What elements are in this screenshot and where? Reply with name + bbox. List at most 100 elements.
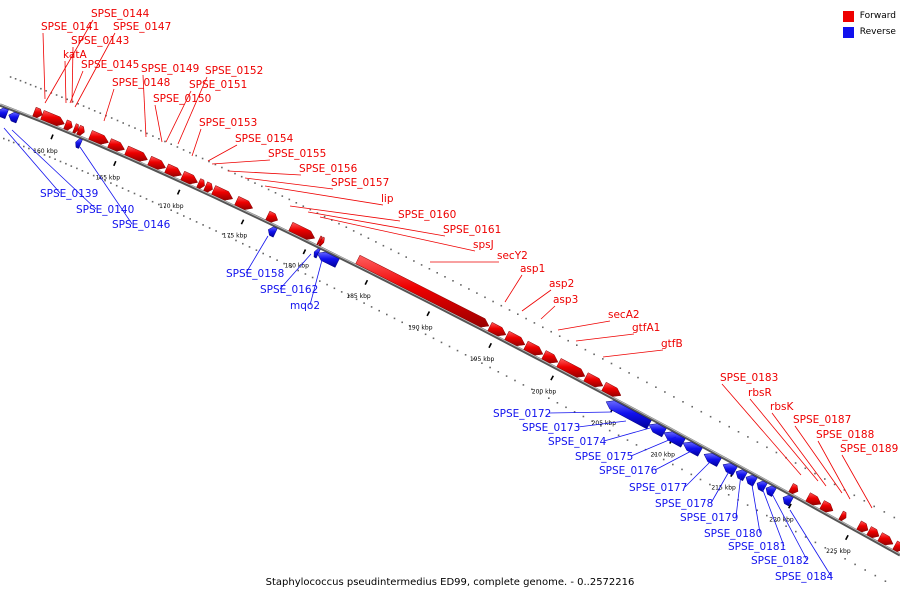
gene-arrow-f32[interactable] [866,526,880,539]
gene-arrow-f12[interactable] [203,181,213,193]
gene-arrow-r7[interactable] [648,423,667,438]
gene-label-forward[interactable]: SPSE_0187 [793,414,851,426]
gene-label-reverse[interactable]: SPSE_0177 [629,482,687,494]
gene-label-forward[interactable]: SPSE_0144 [91,8,150,20]
gene-arrow-f16[interactable] [288,221,316,240]
gene-label-forward[interactable]: SPSE_0153 [199,117,257,129]
gene-arrow-f18[interactable] [318,236,325,247]
gene-label-forward[interactable]: SPSE_0149 [141,63,199,75]
gene-arrow-f15[interactable] [265,210,279,223]
gene-arrow-r3[interactable] [268,226,278,238]
gene-label-forward[interactable]: SPSE_0143 [71,35,129,47]
gene-arrow-r1[interactable] [8,111,20,124]
gene-label-forward[interactable]: secA2 [608,309,640,321]
gene-arrow-r8[interactable] [663,431,686,448]
gene-label-forward[interactable]: SPSE_0147 [113,21,171,33]
gene-label-forward[interactable]: SPSE_0154 [235,133,294,145]
gene-arrow-r2[interactable] [75,138,83,149]
gene-label-forward[interactable]: rbsR [748,387,772,399]
gene-label-forward[interactable]: gtfA1 [632,322,660,334]
gene-label-forward[interactable]: SPSE_0183 [720,372,778,384]
gene-label-forward[interactable]: asp2 [549,278,574,290]
gene-arrow-f21[interactable] [504,330,526,347]
gene-label-forward[interactable]: secY2 [497,250,528,262]
gene-arrow-r9[interactable] [682,441,703,457]
gene-label-reverse[interactable]: SPSE_0173 [522,422,580,434]
gene-arrow-r10[interactable] [703,453,722,467]
gene-label-forward[interactable]: SPSE_0145 [81,59,139,71]
gene-label-reverse[interactable]: SPSE_0172 [493,408,551,420]
gene-arrow-f8[interactable] [147,155,166,170]
gene-label-reverse[interactable]: SPSE_0176 [599,465,658,477]
gene-label-forward[interactable]: SPSE_0156 [299,163,358,175]
gene-label-forward[interactable]: SPSE_0157 [331,177,389,189]
gene-label-forward[interactable]: SPSE_0148 [112,77,170,89]
gene-label-reverse[interactable]: SPSE_0140 [76,204,134,216]
gene-label-forward[interactable]: SPSE_0141 [41,21,99,33]
gene-arrow-f34[interactable] [892,540,900,552]
gene-arrow-f23[interactable] [541,350,559,364]
gene-arrow-f33[interactable] [877,532,894,546]
gene-arrow-f26[interactable] [601,381,622,397]
gene-label-forward[interactable]: SPSE_0155 [268,148,326,160]
gene-arrow-f13[interactable] [211,185,234,201]
gene-arrow-f25[interactable] [583,372,604,388]
gene-arrow-f7[interactable] [124,145,148,162]
gene-arrow-f30[interactable] [838,510,847,522]
gene-arrow-f14[interactable] [234,195,254,210]
gene-label-forward[interactable]: rbsK [770,401,794,413]
gene-label-reverse[interactable]: SPSE_0179 [680,512,738,524]
gene-arrow-f5[interactable] [88,130,109,145]
gene-label-reverse[interactable]: SPSE_0146 [112,219,171,231]
gene-arrow-f28[interactable] [805,492,822,506]
gene-arrow-f24[interactable] [556,358,586,378]
gene-label-forward[interactable]: asp1 [520,263,545,275]
gene-label-forward[interactable]: gtfB [661,338,683,350]
gene-label-reverse[interactable]: SPSE_0184 [775,571,834,583]
gene-arrow-f20[interactable] [487,321,507,337]
gene-arrow-r14[interactable] [756,480,768,493]
gene-arrow-f31[interactable] [856,520,869,533]
gene-label-reverse[interactable]: SPSE_0162 [260,284,318,296]
gene-label-reverse[interactable]: SPSE_0174 [548,436,607,448]
gene-label-forward[interactable]: SPSE_0151 [189,79,247,91]
gene-label-forward[interactable]: SPSE_0150 [153,93,211,105]
gene-arrow-r15[interactable] [765,485,777,497]
gene-arrow-f10[interactable] [180,170,198,185]
gene-label-reverse[interactable]: SPSE_0181 [728,541,786,553]
gene-label-forward[interactable]: SPSE_0152 [205,65,263,77]
gene-arrow-f6[interactable] [107,138,125,152]
gene-arrow-f1[interactable] [40,110,65,127]
gene-arrow-f17[interactable] [316,235,323,246]
gene-label-reverse[interactable]: SPSE_0182 [751,555,809,567]
gene-arrow-r16[interactable] [782,494,794,507]
gene-arrow-f2[interactable] [63,119,73,131]
gene-arrow-f22[interactable] [523,340,544,356]
gene-arrow-r6[interactable] [605,400,652,430]
gene-arrow-f4[interactable] [76,124,85,136]
gene-label-forward[interactable]: SPSE_0160 [398,209,456,221]
gene-label-reverse[interactable]: SPSE_0178 [655,498,713,510]
gene-arrow-f19[interactable] [355,254,490,328]
gene-label-reverse[interactable]: mqo2 [290,300,320,312]
gene-label-reverse[interactable]: SPSE_0175 [575,451,633,463]
gene-arrow-f27[interactable] [788,483,799,495]
gene-label-forward[interactable]: spsJ [473,239,494,251]
gene-label-reverse[interactable]: SPSE_0158 [226,268,284,280]
gene-label-forward[interactable]: lip [381,193,394,205]
gene-arrow-f29[interactable] [819,500,834,513]
gene-label-forward[interactable]: asp3 [553,294,578,306]
gene-arrow-r12[interactable] [735,469,748,482]
gene-arrow-r0[interactable] [0,107,9,120]
gene-arrow-f9[interactable] [164,163,182,177]
gene-label-forward[interactable]: SPSE_0188 [816,429,874,441]
gene-label-forward[interactable]: SPSE_0161 [443,224,501,236]
gene-arrow-f0[interactable] [32,106,43,119]
gene-label-forward[interactable]: katA [63,49,87,61]
gene-label-forward[interactable]: SPSE_0189 [840,443,898,455]
gene-arrow-f11[interactable] [196,178,205,189]
gene-label-reverse[interactable]: SPSE_0139 [40,188,98,200]
gene-arrow-f3[interactable] [72,123,79,134]
gene-arrow-r5[interactable] [316,251,340,268]
gene-label-reverse[interactable]: SPSE_0180 [704,528,762,540]
